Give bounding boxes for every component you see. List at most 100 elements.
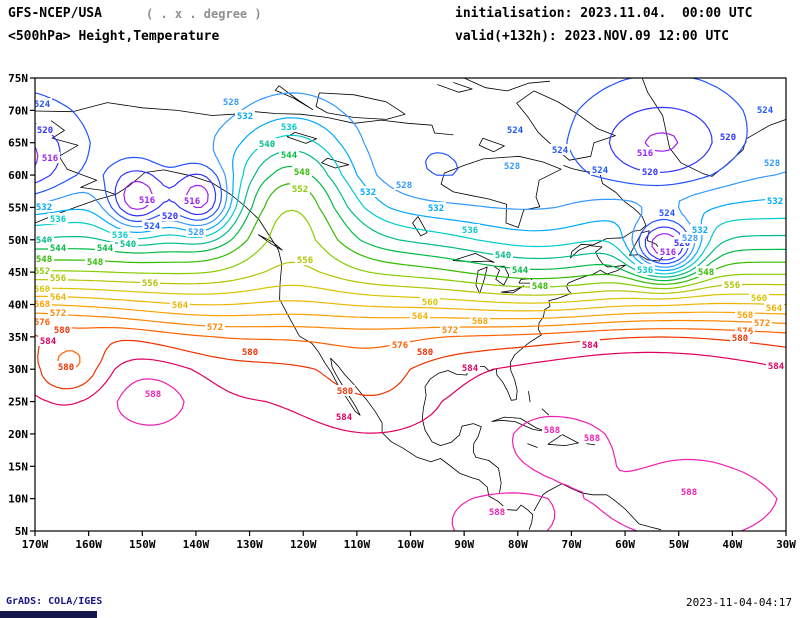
contour-label: 580: [242, 348, 258, 358]
contour-label: 544: [281, 151, 298, 161]
contour-label-mask: [140, 277, 160, 288]
contour-label-mask: [752, 317, 772, 328]
contour-label-mask: [235, 110, 255, 121]
coastline: [437, 82, 473, 93]
coastline: [478, 137, 505, 153]
contour-labels-layer: 5245205165325365405445485525565605645685…: [34, 96, 786, 518]
x-tick-label: 70W: [561, 538, 581, 551]
contour-label-mask: [762, 157, 782, 168]
y-tick-label: 45N: [8, 266, 28, 279]
contour-label-mask: [635, 264, 655, 275]
contours-layer: [35, 78, 786, 531]
coastline: [35, 102, 454, 136]
contour-label: 540: [120, 240, 136, 250]
contour-label-mask: [335, 385, 355, 396]
contour-label: 572: [754, 319, 770, 329]
contour-label-mask: [460, 224, 480, 235]
contour-label: 532: [767, 197, 783, 207]
contour-line-580: [35, 334, 786, 396]
coastlines-layer: [35, 78, 786, 531]
x-tick-label: 60W: [615, 538, 635, 551]
contour-label-mask: [696, 266, 716, 277]
x-tick-label: 130W: [236, 538, 263, 551]
contour-label-mask: [420, 296, 440, 307]
contour-label-mask: [440, 324, 460, 335]
contour-label-mask: [257, 138, 277, 149]
y-tick-label: 30N: [8, 363, 28, 376]
x-tick-label: 150W: [129, 538, 156, 551]
contour-line-552: [35, 209, 786, 290]
contour-label: 536: [50, 215, 66, 225]
contour-label-mask: [735, 325, 755, 336]
contour-label: 568: [737, 311, 753, 321]
coastline: [641, 78, 786, 177]
contour-label-mask: [658, 246, 678, 257]
contour-label-mask: [118, 238, 138, 249]
y-tick-label: 65N: [8, 137, 28, 150]
contour-label-mask: [426, 202, 446, 213]
contour-label-mask: [530, 280, 550, 291]
coastline: [463, 78, 551, 92]
contour-label-mask: [142, 220, 162, 231]
contour-label-mask: [35, 234, 54, 245]
contour-label: 524: [552, 146, 569, 156]
contour-line-576: [35, 322, 786, 372]
x-tick-label: 80W: [508, 538, 528, 551]
contour-label: 532: [237, 112, 253, 122]
contour-label-mask: [110, 229, 130, 240]
y-tick-label: 75N: [8, 72, 28, 85]
coastline: [586, 443, 596, 446]
contour-label: 520: [162, 212, 178, 222]
y-tick-label: 60N: [8, 169, 28, 182]
coastline: [452, 253, 495, 263]
contour-label: 548: [87, 258, 103, 268]
coastline: [315, 92, 406, 120]
contour-label: 536: [112, 231, 128, 241]
contour-label: 572: [50, 309, 66, 319]
contour-label: 564: [172, 301, 189, 311]
y-tick-label: 50N: [8, 234, 28, 247]
contour-label-mask: [755, 104, 775, 115]
contour-label-mask: [186, 226, 206, 237]
contour-label: 532: [428, 204, 444, 214]
contour-label: 544: [97, 244, 114, 254]
y-tick-label: 15N: [8, 460, 28, 473]
x-tick-label: 120W: [290, 538, 317, 551]
y-tick-label: 25N: [8, 396, 28, 409]
contour-label: 580: [58, 363, 74, 373]
map-frame: [34, 77, 787, 532]
x-tick-label: 50W: [669, 538, 689, 551]
contour-label-mask: [56, 361, 76, 372]
contour-label: 520: [642, 168, 658, 178]
contour-label: 524: [507, 126, 524, 136]
contour-line-568: [35, 303, 786, 320]
contour-label: 580: [54, 326, 70, 336]
contour-label: 556: [724, 281, 740, 291]
contour-label: 536: [281, 123, 297, 133]
contour-label: 552: [34, 267, 50, 277]
contour-label: 528: [396, 181, 412, 191]
contour-label: 556: [297, 256, 313, 266]
coastline: [541, 408, 550, 416]
contour-label-mask: [35, 253, 54, 264]
contour-label-mask: [358, 186, 378, 197]
coastline: [493, 265, 510, 286]
contour-label-mask: [48, 272, 68, 283]
axes-layer: 170W 160W 150W 140W 130W 120W 110W 100W 90W 80W 70…: [8, 72, 796, 551]
y-tick-label: 70N: [8, 104, 28, 117]
contour-label-mask: [143, 388, 163, 399]
contour-line-520: [35, 106, 713, 261]
contour-label-mask: [415, 346, 435, 357]
x-tick-label: 30W: [776, 538, 796, 551]
contour-label-mask: [460, 362, 480, 373]
contour-label: 572: [442, 326, 458, 336]
contour-label: 540: [495, 251, 511, 261]
contour-label: 532: [36, 203, 52, 213]
x-tick-label: 160W: [75, 538, 102, 551]
contour-label: 536: [462, 226, 478, 236]
contour-label-mask: [470, 315, 490, 326]
contour-line-584: [35, 351, 786, 434]
contour-label: 588: [681, 488, 697, 498]
contour-label-mask: [290, 183, 310, 194]
contour-label: 528: [764, 159, 780, 169]
